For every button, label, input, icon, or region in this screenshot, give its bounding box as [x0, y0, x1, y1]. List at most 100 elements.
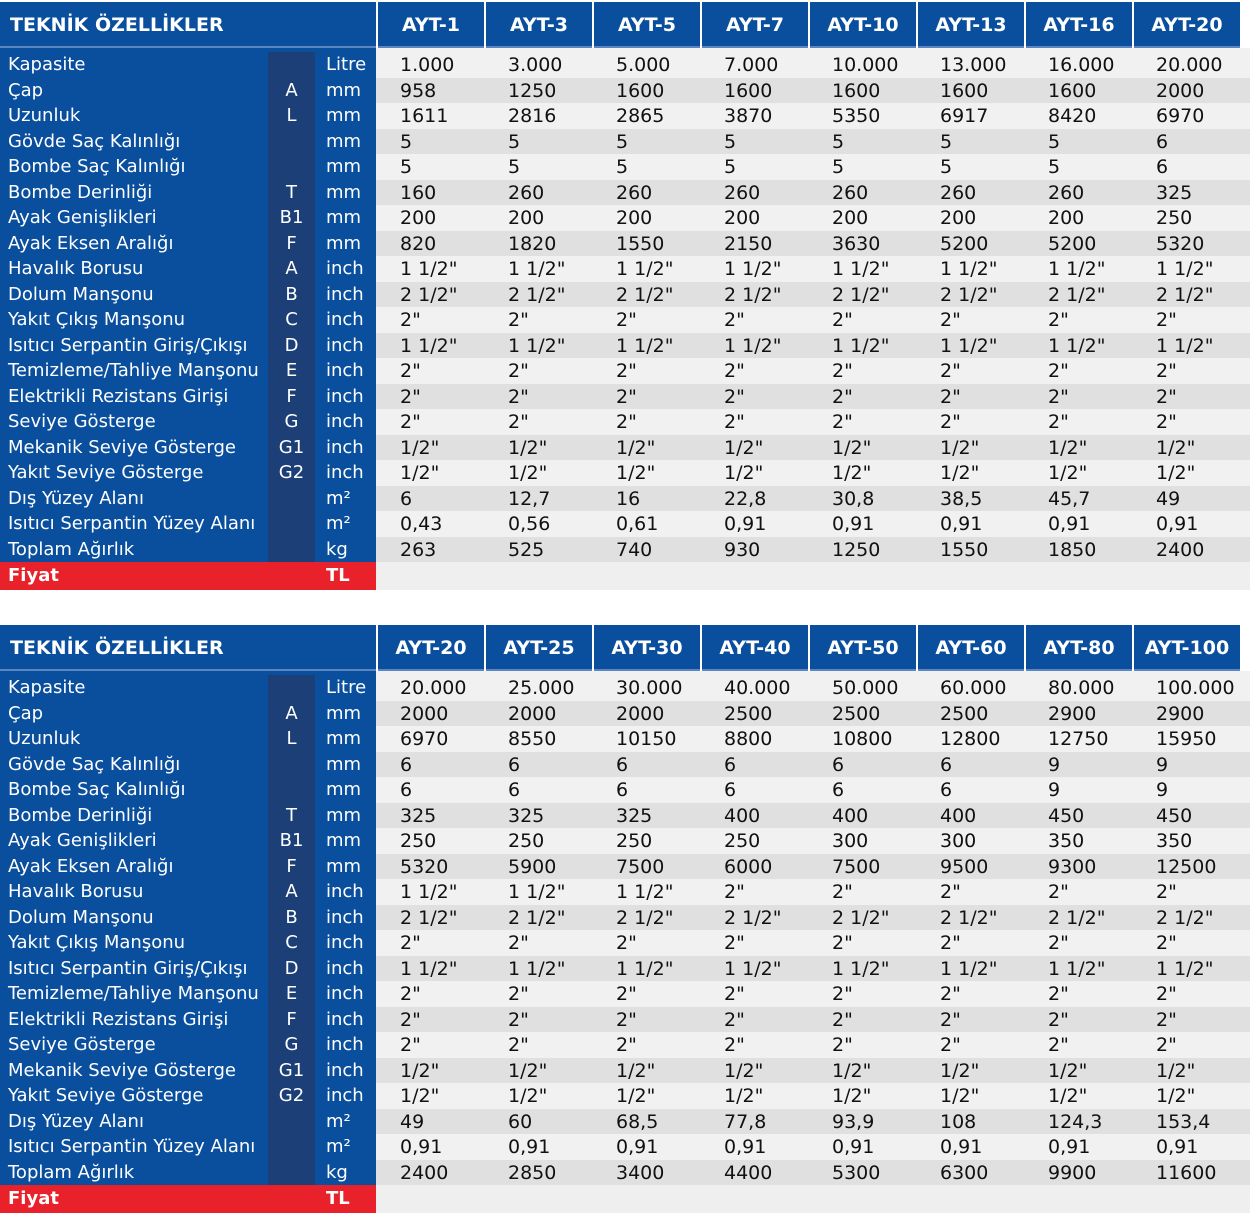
cell-value: 1/2"	[1156, 1059, 1196, 1082]
cell-value: 6	[1156, 130, 1169, 153]
cell-value: 5	[1048, 156, 1061, 178]
cell-value: 2850	[508, 1161, 557, 1184]
spec-code: D	[268, 332, 315, 358]
spec-code: G	[268, 409, 315, 435]
cell-value: 2"	[508, 360, 529, 382]
cell-value: 30.000	[616, 677, 683, 699]
cell-value: 1 1/2"	[832, 334, 890, 357]
spec-name: Kapasite	[0, 52, 268, 78]
cell-value: 1/2"	[1156, 436, 1196, 459]
cell-value: 2"	[508, 932, 529, 954]
cell-value: 25.000	[508, 677, 575, 699]
model-header: AYT-10	[810, 2, 916, 48]
spec-code	[268, 1159, 315, 1185]
cell-value: 40.000	[724, 677, 791, 699]
spec-unit: m²	[315, 485, 376, 511]
cell-value: 2 1/2"	[1048, 283, 1106, 306]
table-row: 325 325 325 400 400 400 450 450	[376, 802, 1250, 828]
cell-value: 200	[724, 207, 761, 229]
cell-value: 2"	[832, 932, 853, 954]
spec-code: G1	[268, 1057, 315, 1083]
cell-value: 2000	[1156, 79, 1205, 102]
cell-value: 2"	[616, 411, 637, 433]
cell-value: 2 1/2"	[940, 906, 998, 929]
cell-value: 958	[400, 79, 437, 102]
spec-unit: inch	[315, 307, 376, 333]
spec-code	[268, 1108, 315, 1134]
spec-name: Gövde Saç Kalınlığı	[0, 751, 268, 777]
spec-code	[268, 52, 315, 78]
cell-value: 6970	[400, 728, 449, 750]
cell-value: 6	[940, 779, 953, 801]
cell-value: 300	[940, 830, 977, 852]
spec-unit: mm	[315, 853, 376, 879]
spec-unit: inch	[315, 1006, 376, 1032]
cell-value: 2"	[616, 385, 637, 408]
cell-value: 1 1/2"	[616, 957, 674, 980]
spec-values: 20.000 25.000 30.000 40.000 50.000 60.000 80.0…	[376, 671, 1250, 1185]
cell-value: 2"	[508, 1034, 529, 1056]
cell-value: 2"	[616, 983, 637, 1005]
cell-value: 1/2"	[616, 436, 656, 459]
spec-name: Elektrikli Rezistans Girişi	[0, 1006, 268, 1032]
spec-name: Uzunluk	[0, 103, 268, 129]
cell-value: 0,91	[724, 1136, 767, 1158]
cell-value: 12,7	[508, 487, 551, 510]
cell-value: 10.000	[832, 54, 899, 76]
cell-value: 2"	[832, 1008, 853, 1031]
model-header: AYT-100	[1134, 625, 1240, 671]
cell-value: 400	[724, 804, 761, 827]
spec-code: A	[268, 77, 315, 103]
table-row: 2" 2" 2" 2" 2" 2" 2" 2"	[376, 307, 1250, 333]
spec-code: D	[268, 955, 315, 981]
cell-value: 2"	[724, 983, 745, 1005]
cell-value: 2"	[1156, 932, 1177, 954]
cell-value: 16.000	[1048, 54, 1115, 76]
cell-value: 2"	[616, 360, 637, 382]
cell-value: 0,91	[1156, 1136, 1199, 1158]
table-row: 1 1/2" 1 1/2" 1 1/2" 1 1/2" 1 1/2" 1 1/2" 1 1/…	[376, 256, 1250, 282]
cell-value: 9	[1048, 779, 1061, 801]
cell-value: 1/2"	[832, 462, 872, 484]
spec-name: Mekanik Seviye Gösterge	[0, 1057, 268, 1083]
cell-value: 1 1/2"	[616, 881, 674, 903]
spec-code: C	[268, 930, 315, 956]
cell-value: 9	[1156, 779, 1169, 801]
spec-label-row: Isıtıcı Serpantin Yüzey Alanı m²	[0, 1134, 376, 1160]
cell-value: 5	[616, 130, 629, 153]
spec-unit: mm	[315, 179, 376, 205]
cell-value: 0,91	[724, 513, 767, 535]
cell-value: 2000	[508, 702, 557, 725]
cell-value: 16	[616, 487, 641, 510]
cell-value: 2"	[940, 1008, 961, 1031]
spec-name: Isıtıcı Serpantin Giriş/Çıkışı	[0, 332, 268, 358]
spec-code	[268, 777, 315, 803]
cell-value: 0,43	[400, 513, 443, 535]
spec-label-row: Isıtıcı Serpantin Yüzey Alanı m²	[0, 511, 376, 537]
table-row: 263 525 740 930 1250 1550 1850 2400	[376, 536, 1250, 562]
cell-value: 5	[400, 130, 413, 153]
spec-name: Bombe Saç Kalınlığı	[0, 777, 268, 803]
cell-value: 2"	[400, 932, 421, 954]
spec-name: Ayak Eksen Aralığı	[0, 230, 268, 256]
cell-value: 2"	[832, 1034, 853, 1056]
spec-label-row: Ayak Genişlikleri B1 mm	[0, 828, 376, 854]
cell-value: 2"	[400, 411, 421, 433]
cell-value: 1 1/2"	[1156, 957, 1214, 980]
cell-value: 1600	[940, 79, 989, 102]
cell-value: 2"	[1156, 1034, 1177, 1056]
cell-value: 2"	[940, 309, 961, 331]
cell-value: 9300	[1048, 855, 1097, 878]
cell-value: 2 1/2"	[724, 906, 782, 929]
spec-name: Ayak Genişlikleri	[0, 828, 268, 854]
cell-value: 1/2"	[724, 1059, 764, 1082]
cell-value: 6	[940, 753, 953, 776]
cell-value: 1 1/2"	[400, 957, 458, 980]
spec-code	[268, 675, 315, 701]
cell-value: 350	[1048, 830, 1085, 852]
